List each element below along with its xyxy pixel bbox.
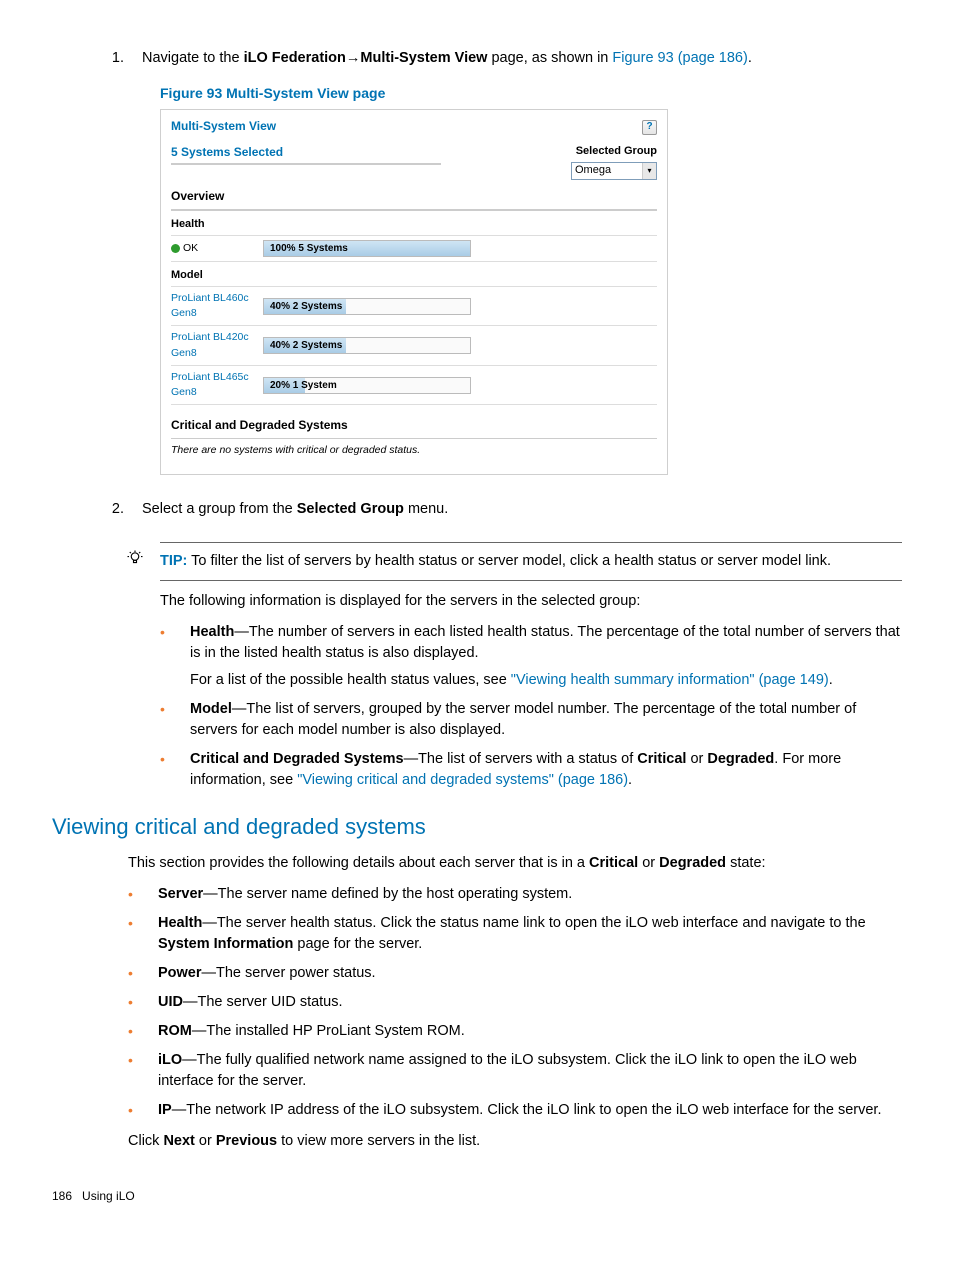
page-number: 186: [52, 1189, 72, 1203]
critical-bold: Critical: [589, 855, 638, 871]
previous-bold: Previous: [216, 1133, 277, 1149]
bullet-dot: •: [128, 913, 158, 955]
bullet-content: Health—The number of servers in each lis…: [190, 622, 902, 691]
text: state:: [726, 855, 766, 871]
help-icon[interactable]: ?: [642, 120, 657, 135]
bullet-dot: •: [160, 699, 190, 741]
figure-screenshot: Multi-System View ? 5 Systems Selected S…: [160, 109, 668, 475]
bullet-content: Model—The list of servers, grouped by th…: [190, 699, 902, 741]
degraded-bold: Degraded: [659, 855, 726, 871]
tip-label: TIP:: [160, 553, 187, 569]
chart-bar: 100% 5 Systems: [263, 240, 471, 257]
text: .: [748, 50, 752, 66]
multi-system-label: Multi-System View: [360, 50, 487, 66]
ilo-federation-label: iLO Federation: [244, 50, 346, 66]
selected-group-bold: Selected Group: [297, 501, 404, 517]
text: or: [638, 855, 659, 871]
bullet-content: ROM—The installed HP ProLiant System ROM…: [158, 1021, 902, 1042]
health-heading: Health: [171, 217, 657, 233]
text: or: [195, 1133, 216, 1149]
overview-heading: Overview: [171, 188, 657, 205]
figure-caption: Figure 93 Multi-System View page: [160, 83, 902, 103]
arrow: →: [346, 50, 361, 66]
step-number: 2.: [96, 499, 142, 520]
ok-status-icon: [171, 244, 180, 253]
panel-title: Multi-System View: [171, 118, 276, 135]
chart-label: OK: [171, 241, 263, 256]
chart-bar: 40% 2 Systems: [263, 298, 471, 315]
text: Select a group from the: [142, 501, 297, 517]
bullet-content: Health—The server health status. Click t…: [158, 913, 902, 955]
text: This section provides the following deta…: [128, 855, 589, 871]
tip-block: TIP: To filter the list of servers by he…: [160, 542, 902, 581]
model-heading: Model: [171, 268, 657, 284]
selected-group-dropdown[interactable]: Omega ▾: [571, 162, 657, 180]
systems-selected: 5 Systems Selected: [171, 144, 441, 161]
bullet-content: iLO—The fully qualified network name ass…: [158, 1050, 902, 1092]
critical-status-text: There are no systems with critical or de…: [171, 443, 657, 458]
figure-link[interactable]: Figure 93 (page 186): [612, 50, 747, 66]
text: to view more servers in the list.: [277, 1133, 480, 1149]
chart-label[interactable]: ProLiant BL420c Gen8: [171, 330, 263, 360]
section-heading: Viewing critical and degraded systems: [52, 811, 902, 843]
page-footer: 186 Using iLO: [52, 1188, 902, 1205]
footer-label: Using iLO: [82, 1189, 135, 1203]
bullet-dot: •: [128, 992, 158, 1013]
bullet-content: Power—The server power status.: [158, 963, 902, 984]
bullet-dot: •: [128, 1100, 158, 1121]
text: menu.: [404, 501, 448, 517]
bullet-dot: •: [128, 1021, 158, 1042]
intro-text: The following information is displayed f…: [160, 591, 902, 612]
tip-icon: [126, 549, 144, 574]
selected-group-label: Selected Group: [571, 144, 657, 160]
cross-ref-link[interactable]: "Viewing health summary information" (pa…: [511, 672, 829, 688]
bullet-content: UID—The server UID status.: [158, 992, 902, 1013]
bullet-dot: •: [128, 1050, 158, 1092]
click-next-prev: Click Next or Previous to view more serv…: [128, 1131, 902, 1152]
chart-bar: 20% 1 System: [263, 377, 471, 394]
dropdown-value: Omega: [575, 163, 611, 179]
bullet-dot: •: [160, 622, 190, 691]
bullet-dot: •: [128, 963, 158, 984]
bullet-dot: •: [128, 884, 158, 905]
cross-ref-link[interactable]: "Viewing critical and degraded systems" …: [297, 772, 628, 788]
tip-text: To filter the list of servers by health …: [187, 553, 831, 569]
bullet-dot: •: [160, 749, 190, 791]
bullet-content: Critical and Degraded Systems—The list o…: [190, 749, 902, 791]
critical-heading: Critical and Degraded Systems: [171, 417, 657, 434]
text: Click: [128, 1133, 163, 1149]
next-bold: Next: [163, 1133, 194, 1149]
section-intro: This section provides the following deta…: [128, 853, 902, 874]
text: page, as shown in: [487, 50, 612, 66]
chevron-down-icon: ▾: [642, 163, 656, 179]
bullet-content: IP—The network IP address of the iLO sub…: [158, 1100, 902, 1121]
bullet-content: Server—The server name defined by the ho…: [158, 884, 902, 905]
step1-text: Navigate to the iLO Federation→Multi-Sys…: [142, 48, 902, 69]
step2-text: Select a group from the Selected Group m…: [142, 499, 902, 520]
step-number: 1.: [96, 48, 142, 69]
chart-bar: 40% 2 Systems: [263, 337, 471, 354]
text: Navigate to the: [142, 50, 244, 66]
chart-label[interactable]: ProLiant BL465c Gen8: [171, 370, 263, 400]
chart-label[interactable]: ProLiant BL460c Gen8: [171, 291, 263, 321]
